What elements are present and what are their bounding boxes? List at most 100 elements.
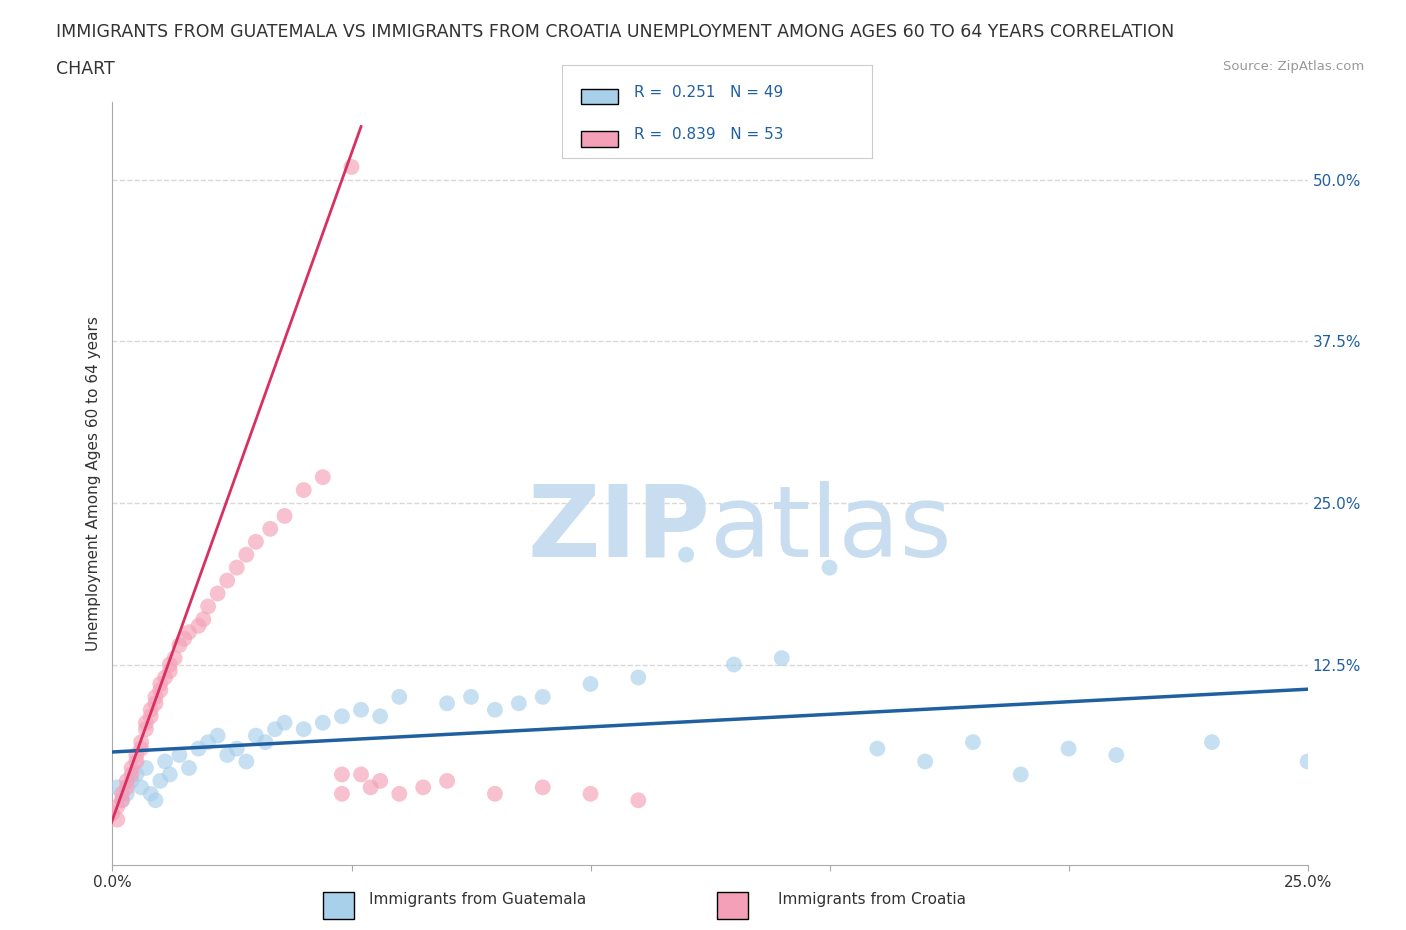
Point <box>388 689 411 704</box>
Point <box>217 748 239 763</box>
Point <box>245 535 267 550</box>
Point <box>264 722 287 737</box>
FancyBboxPatch shape <box>581 131 619 147</box>
Point <box>177 625 200 640</box>
Point <box>531 780 554 795</box>
Point <box>1201 735 1223 750</box>
Point <box>163 651 186 666</box>
Text: IMMIGRANTS FROM GUATEMALA VS IMMIGRANTS FROM CROATIA UNEMPLOYMENT AMONG AGES 60 : IMMIGRANTS FROM GUATEMALA VS IMMIGRANTS … <box>56 23 1174 41</box>
Point <box>207 728 229 743</box>
Point <box>101 805 124 820</box>
Point <box>135 715 157 730</box>
Point <box>436 774 458 789</box>
Point <box>627 793 650 808</box>
Point <box>105 799 128 814</box>
Point <box>149 676 172 691</box>
Point <box>105 780 128 795</box>
Text: ZIP: ZIP <box>527 481 710 578</box>
Point <box>330 787 353 802</box>
Point <box>330 709 353 724</box>
Text: Source: ZipAtlas.com: Source: ZipAtlas.com <box>1223 60 1364 73</box>
Point <box>121 774 143 789</box>
Point <box>675 547 697 562</box>
Point <box>121 767 143 782</box>
Point <box>368 774 391 789</box>
Point <box>235 754 257 769</box>
Text: R =  0.251   N = 49: R = 0.251 N = 49 <box>634 86 783 100</box>
Point <box>115 780 138 795</box>
Point <box>149 774 172 789</box>
Point <box>139 702 162 717</box>
Point <box>105 812 128 827</box>
Point <box>135 722 157 737</box>
Text: Immigrants from Guatemala: Immigrants from Guatemala <box>370 892 586 907</box>
Point <box>436 696 458 711</box>
Point <box>388 787 411 802</box>
Point <box>292 483 315 498</box>
Point <box>159 664 181 679</box>
Point <box>129 741 152 756</box>
Point <box>115 787 138 802</box>
Point <box>129 735 152 750</box>
Point <box>312 470 335 485</box>
Point <box>193 612 215 627</box>
Point <box>207 586 229 601</box>
Text: R =  0.839   N = 53: R = 0.839 N = 53 <box>634 127 783 142</box>
Point <box>235 547 257 562</box>
Point <box>173 631 195 646</box>
Point <box>139 787 162 802</box>
Point <box>292 722 315 737</box>
Point <box>484 787 506 802</box>
Point <box>135 761 157 776</box>
Point <box>177 761 200 776</box>
Point <box>159 767 181 782</box>
Point <box>187 618 209 633</box>
Point <box>412 780 434 795</box>
Point <box>139 709 162 724</box>
Point <box>245 728 267 743</box>
Point <box>225 741 247 756</box>
Point <box>627 670 650 684</box>
Point <box>273 509 295 524</box>
Text: atlas: atlas <box>710 481 952 578</box>
Point <box>350 702 373 717</box>
Point <box>145 689 167 704</box>
Point <box>259 522 281 537</box>
Point <box>125 767 148 782</box>
Point <box>115 774 138 789</box>
Point <box>159 658 181 672</box>
Point <box>579 676 602 691</box>
Point <box>153 754 176 769</box>
Point <box>197 735 219 750</box>
Y-axis label: Unemployment Among Ages 60 to 64 years: Unemployment Among Ages 60 to 64 years <box>86 316 101 651</box>
Text: Immigrants from Croatia: Immigrants from Croatia <box>778 892 966 907</box>
Point <box>111 787 134 802</box>
Text: CHART: CHART <box>56 60 115 78</box>
Point <box>169 748 191 763</box>
Point <box>187 741 209 756</box>
Point <box>914 754 936 769</box>
Point <box>770 651 793 666</box>
Point <box>254 735 277 750</box>
Point <box>312 715 335 730</box>
Point <box>484 702 506 717</box>
Point <box>340 159 363 174</box>
Point <box>121 761 143 776</box>
Point <box>273 715 295 730</box>
Point <box>145 696 167 711</box>
Point <box>225 560 247 575</box>
Point <box>111 793 134 808</box>
FancyBboxPatch shape <box>581 88 619 104</box>
Point <box>125 754 148 769</box>
Point <box>1296 754 1319 769</box>
Point <box>579 787 602 802</box>
Point <box>368 709 391 724</box>
Point <box>508 696 530 711</box>
Point <box>1105 748 1128 763</box>
Point <box>153 670 176 684</box>
Point <box>197 599 219 614</box>
Point <box>149 683 172 698</box>
Point <box>169 638 191 653</box>
Point <box>129 780 152 795</box>
Point <box>217 573 239 588</box>
